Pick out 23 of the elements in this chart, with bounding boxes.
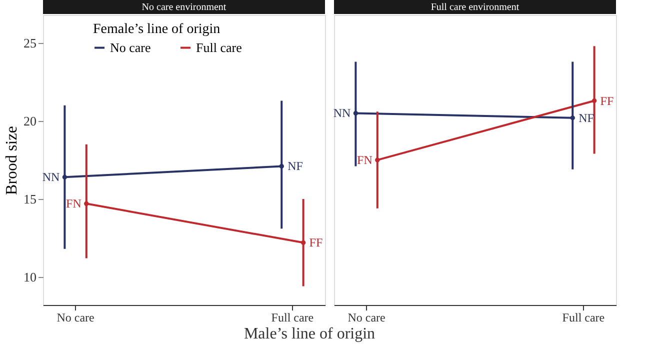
data-label: NF [288,159,304,174]
data-label: NF [578,110,594,125]
data-label: FN [357,153,373,167]
x-axis-title: Male’s line of origin [244,326,376,342]
chart-title: Full care environment [430,2,520,13]
data-label: FN [66,196,82,211]
y-tick-label: 25 [24,36,36,51]
y-axis-title: Brood size [4,126,20,195]
x-tick-label: No care [348,310,386,324]
legend-label: No care [110,40,152,55]
data-label: FF [600,94,614,108]
y-tick-label: 10 [24,269,36,284]
data-label: NN [333,106,352,120]
data-label: NN [42,170,60,184]
legend-title: Female’s line of origin [93,22,220,37]
chart-title: No care environment [142,2,226,13]
x-tick-label: Full care [562,310,605,324]
x-tick-label: No care [56,310,94,324]
y-tick-label: 20 [24,114,36,129]
x-tick-label: Full care [271,310,314,324]
y-tick-label: 15 [24,191,36,206]
data-label: FF [309,236,323,250]
legend-label: Full care [196,40,242,55]
